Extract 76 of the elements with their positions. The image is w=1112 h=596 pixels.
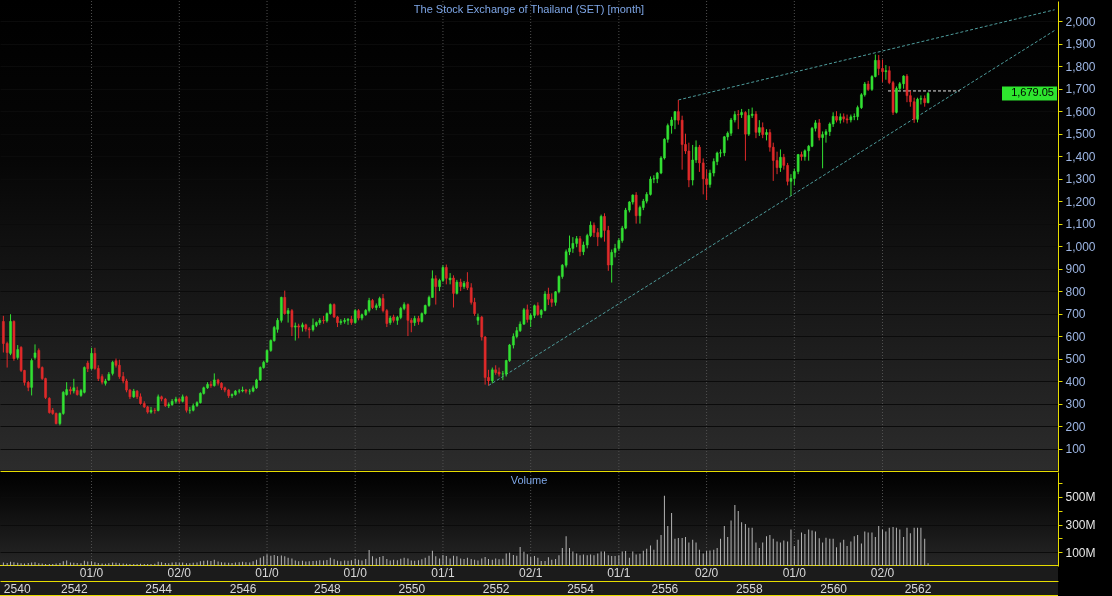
y-tick-label: 400 bbox=[1065, 374, 1086, 389]
x-tick-label: 2546 bbox=[229, 581, 257, 596]
candlestick bbox=[691, 144, 694, 186]
candlestick bbox=[230, 392, 234, 399]
chart-title: Volume bbox=[510, 473, 548, 486]
x-tick-label: 2550 bbox=[398, 581, 426, 596]
annotation: 02/1 bbox=[519, 566, 543, 580]
x-tick-label: 2562 bbox=[904, 581, 932, 596]
candlestick bbox=[821, 130, 824, 169]
y-tick-label: 900 bbox=[1065, 262, 1086, 277]
candlestick bbox=[476, 313, 480, 326]
candlestick bbox=[877, 54, 881, 76]
candlestick bbox=[283, 290, 287, 316]
annotation: 01/0 bbox=[343, 566, 368, 580]
y-tick-label: 100M bbox=[1065, 545, 1096, 560]
annotation: 02/0 bbox=[694, 566, 719, 580]
y-tick-label: 1,000 bbox=[1065, 239, 1096, 254]
candlestick bbox=[881, 58, 884, 83]
candlestick bbox=[817, 118, 821, 141]
x-tick-label: 2556 bbox=[651, 581, 679, 596]
annotation: 01/1 bbox=[431, 566, 455, 580]
candlestick bbox=[884, 64, 888, 81]
y-tick-label: 600 bbox=[1065, 329, 1086, 344]
y-tick-label: 1,200 bbox=[1065, 194, 1096, 209]
y-tick-label: 1,700 bbox=[1065, 82, 1096, 97]
annotation: 02/0 bbox=[167, 566, 192, 580]
y-tick-label: 700 bbox=[1065, 307, 1086, 322]
y-tick-label: 1,300 bbox=[1065, 172, 1096, 187]
y-tick-label: 2,000 bbox=[1065, 14, 1096, 29]
candlestick bbox=[610, 248, 613, 284]
candlestick bbox=[286, 307, 290, 324]
candlestick bbox=[916, 97, 919, 123]
candlestick bbox=[2, 315, 5, 353]
x-tick-label: 2560 bbox=[820, 581, 848, 596]
candlestick bbox=[895, 85, 898, 114]
candlestick bbox=[789, 173, 793, 197]
annotation: 01/0 bbox=[782, 566, 807, 580]
annotation: 02/0 bbox=[870, 566, 895, 580]
y-tick-label: 500M bbox=[1065, 490, 1096, 505]
candlestick bbox=[290, 308, 294, 337]
candlestick bbox=[448, 272, 452, 285]
y-tick-label: 300 bbox=[1065, 397, 1086, 412]
x-tick-label: 2540 bbox=[3, 581, 31, 596]
y-tick-label: 800 bbox=[1065, 284, 1086, 299]
x-tick-label: 2552 bbox=[482, 581, 510, 596]
candlestick bbox=[118, 359, 121, 380]
chart-title: The Stock Exchange of Thailand (SET) [month] bbox=[413, 2, 645, 15]
candlestick bbox=[33, 343, 37, 361]
candlestick bbox=[452, 274, 455, 309]
x-tick-label: 2548 bbox=[314, 581, 342, 596]
candlestick bbox=[571, 236, 575, 254]
y-tick-label: 100 bbox=[1065, 442, 1086, 457]
candlestick bbox=[339, 318, 343, 326]
y-tick-label: 300M bbox=[1065, 518, 1096, 533]
y-tick-label: 500 bbox=[1065, 352, 1086, 367]
candlestick bbox=[744, 110, 747, 162]
annotation: 01/0 bbox=[255, 566, 280, 580]
y-tick-label: 1,100 bbox=[1065, 217, 1096, 232]
x-tick-label: 2542 bbox=[60, 581, 88, 596]
y-tick-label: 1,500 bbox=[1065, 127, 1096, 142]
x-tick-label: 2558 bbox=[735, 581, 763, 596]
candlestick bbox=[445, 264, 448, 285]
x-tick-label: 2554 bbox=[567, 581, 595, 596]
y-tick-label: 1,900 bbox=[1065, 37, 1096, 52]
y-tick-label: 1,800 bbox=[1065, 59, 1096, 74]
y-tick-label: 1,600 bbox=[1065, 104, 1096, 119]
candlestick bbox=[90, 347, 93, 371]
y-tick-label: 200 bbox=[1065, 419, 1086, 434]
candlestick bbox=[779, 148, 782, 173]
y-tick-label: 1,400 bbox=[1065, 149, 1096, 164]
annotation: 01/0 bbox=[79, 566, 104, 580]
annotation: 1,679.05 bbox=[1011, 86, 1054, 99]
x-tick-label: 2544 bbox=[145, 581, 173, 596]
candlestick bbox=[497, 367, 501, 378]
candlestick bbox=[434, 274, 438, 306]
annotation: 01/1 bbox=[607, 566, 631, 580]
